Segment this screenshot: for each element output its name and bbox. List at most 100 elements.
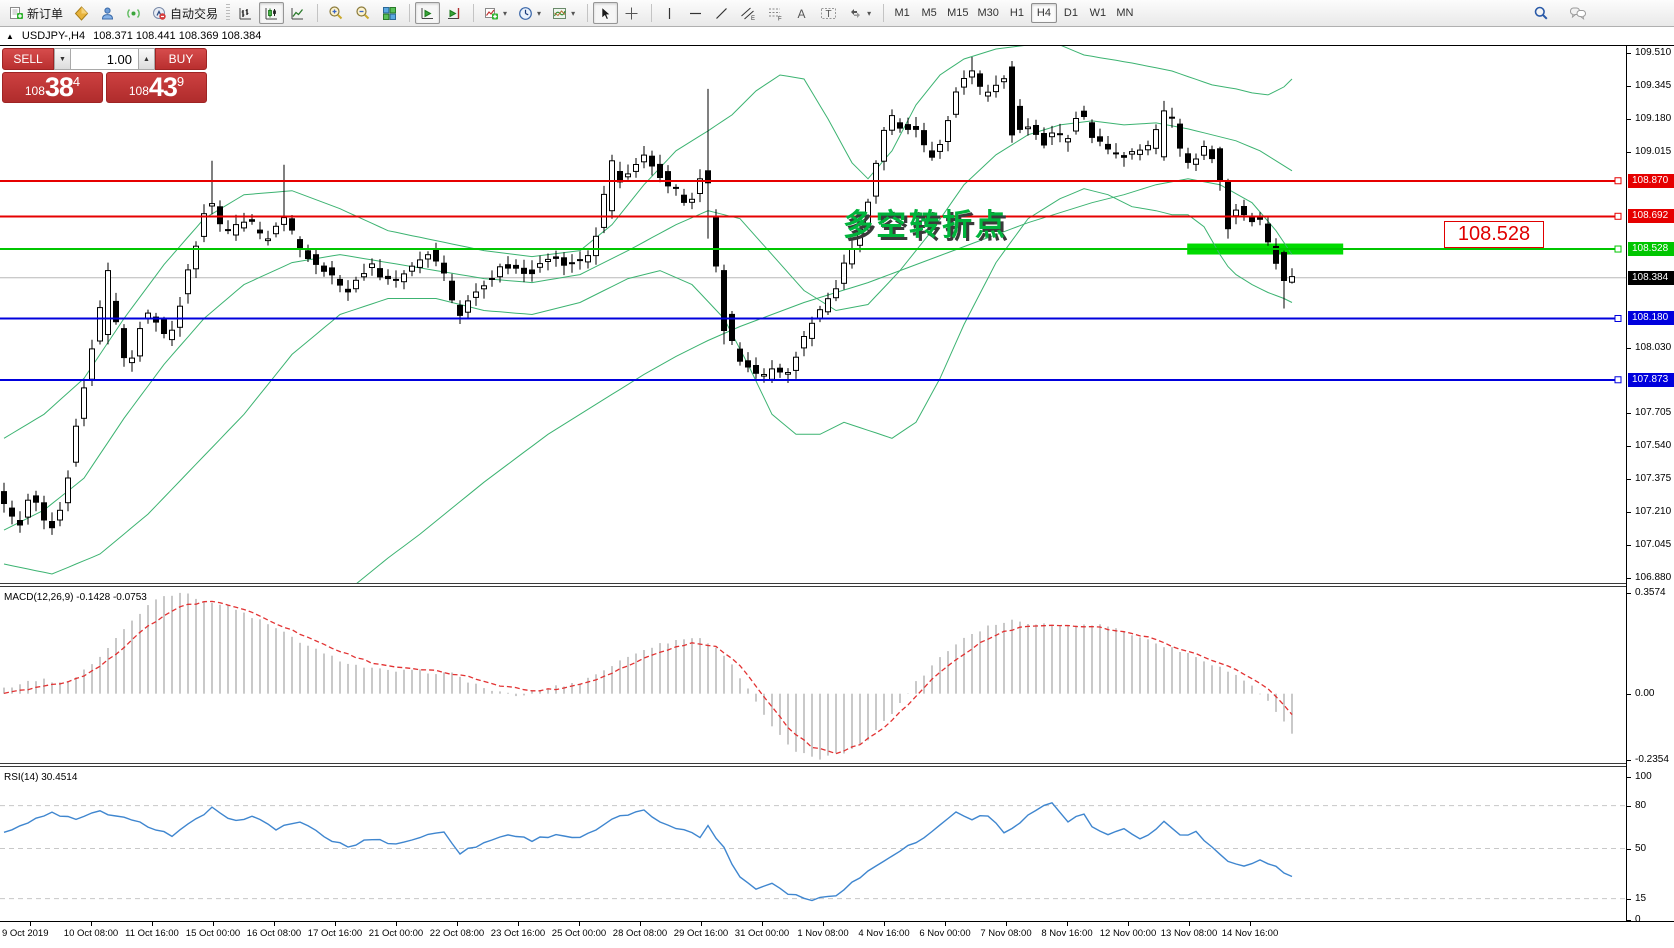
channel-button[interactable]: E: [735, 2, 761, 24]
price-axis[interactable]: 109.510 109.345 109.180 109.015 108.030 107.7…: [1626, 46, 1674, 925]
toolbar-separator: [587, 4, 589, 22]
trendline-button[interactable]: [709, 2, 734, 24]
buy-button[interactable]: BUY: [155, 48, 207, 70]
text-button[interactable]: A: [789, 2, 814, 24]
templates-button[interactable]: ▾: [547, 2, 580, 24]
time-tick: [1067, 922, 1068, 926]
gold-diamond-icon: [74, 5, 89, 21]
time-tick: [1250, 922, 1251, 926]
timeframe-D1[interactable]: D1: [1063, 7, 1078, 19]
panel-divider[interactable]: [0, 583, 1674, 587]
axis-tick: 107.375: [1627, 472, 1671, 486]
axis-tick: 80: [1627, 799, 1646, 813]
time-tick: [701, 922, 702, 926]
chart-shift-icon: [448, 7, 460, 19]
autotrading-button[interactable]: 自动交易: [147, 2, 223, 24]
timeframe-H4[interactable]: H4: [1030, 3, 1057, 23]
turning-point-annotation: 多空转折点: [843, 209, 1008, 242]
time-label: 25 Oct 00:00: [551, 928, 607, 939]
time-axis[interactable]: 9 Oct 2019 10 Oct 08:00 11 Oct 16:00 15 Oct…: [0, 921, 1674, 948]
axis-tick: 109.180: [1627, 112, 1671, 126]
buy-price-pip: 9: [176, 74, 185, 89]
timeframe-M30[interactable]: M30: [977, 7, 999, 19]
macd-canvas[interactable]: [0, 589, 1626, 763]
signals-button[interactable]: [121, 2, 146, 24]
sell-price-big: 38: [44, 72, 74, 102]
volume-increase-button[interactable]: ▲: [138, 48, 155, 70]
autotrading-label: 自动交易: [170, 6, 219, 21]
trendline-icon: [716, 7, 728, 19]
indicators-button[interactable]: ▾: [479, 2, 512, 24]
time-label: 13 Nov 08:00: [1160, 928, 1218, 939]
timeframe-M5[interactable]: M5: [921, 7, 937, 19]
line-chart-button[interactable]: [285, 2, 310, 24]
svg-text:A: A: [798, 7, 806, 21]
new-order-button[interactable]: 新订单: [4, 2, 68, 24]
time-label: 21 Oct 00:00: [368, 928, 424, 939]
timeframe-H1[interactable]: H1: [1009, 7, 1024, 19]
toolbar-separator: [317, 4, 319, 22]
candlestick-icon: [265, 7, 278, 19]
bar-chart-button[interactable]: [233, 2, 258, 24]
price-callout-label[interactable]: 108.528: [1444, 221, 1544, 248]
time-label: 22 Oct 08:00: [429, 928, 485, 939]
sell-button[interactable]: SELL: [2, 48, 54, 70]
axis-tick: 0.3574: [1627, 586, 1666, 600]
price-tag: 108.528: [1628, 242, 1674, 257]
symbol-title: USDJPY-,H4: [21, 30, 86, 42]
cursor-button[interactable]: [593, 2, 619, 24]
vertical-line-button[interactable]: [657, 2, 682, 24]
sell-price-display[interactable]: 108 38 4: [2, 72, 103, 103]
periods-button[interactable]: ▾: [513, 2, 546, 24]
tile-windows-icon: [383, 6, 397, 20]
time-tick: [945, 922, 946, 926]
buy-price-major: 108: [128, 84, 149, 98]
buy-price-big: 43: [148, 72, 178, 102]
fibonacci-button[interactable]: F: [762, 2, 788, 24]
zoom-in-icon: [329, 6, 343, 20]
time-tick: [762, 922, 763, 926]
price-tag: 108.692: [1628, 209, 1674, 224]
timeframe-W1[interactable]: W1: [1089, 7, 1107, 19]
time-label: 15 Oct 00:00: [185, 928, 241, 939]
auto-scroll-button[interactable]: [415, 2, 441, 24]
horizontal-line-button[interactable]: [683, 2, 708, 24]
timeframe-M15[interactable]: M15: [947, 7, 969, 19]
profile-button[interactable]: [95, 2, 120, 24]
time-tick: [1189, 922, 1190, 926]
arrows-button[interactable]: ▾: [843, 2, 876, 24]
zoom-out-icon: [356, 6, 370, 20]
tile-windows-button[interactable]: [377, 2, 402, 24]
time-tick: [1006, 922, 1007, 926]
volume-input[interactable]: [71, 48, 138, 70]
one-click-collapse-arrow[interactable]: ▲: [6, 31, 14, 41]
svg-text:F: F: [778, 16, 782, 21]
chat-button[interactable]: [1564, 2, 1592, 24]
volume-decrease-button[interactable]: ▼: [54, 48, 71, 70]
chart-shift-button[interactable]: [441, 2, 466, 24]
zoom-in-button[interactable]: [323, 2, 349, 24]
rsi-canvas[interactable]: [0, 769, 1626, 921]
candlestick-chart-button[interactable]: [259, 2, 285, 24]
timeframe-M1[interactable]: M1: [894, 7, 910, 19]
zoom-out-button[interactable]: [350, 2, 376, 24]
crosshair-button[interactable]: [619, 2, 644, 24]
timeframe-MN[interactable]: MN: [1116, 7, 1134, 19]
text-label-button[interactable]: T: [815, 2, 842, 24]
time-label: 11 Oct 16:00: [125, 928, 179, 939]
mql5-button[interactable]: [69, 2, 94, 24]
main-chart-canvas[interactable]: [0, 46, 1626, 583]
search-button[interactable]: [1528, 2, 1554, 24]
macd-panel: MACD(12,26,9) -0.1428 -0.0753: [0, 589, 1626, 763]
arrows-icon: [851, 8, 861, 18]
time-label: 28 Oct 08:00: [612, 928, 668, 939]
panel-divider[interactable]: [0, 763, 1674, 767]
buy-price-display[interactable]: 108 43 9: [106, 72, 207, 103]
time-label: 14 Nov 16:00: [1221, 928, 1279, 939]
time-label: 10 Oct 08:00: [63, 928, 119, 939]
time-label: 7 Nov 08:00: [980, 928, 1032, 939]
time-tick: [274, 922, 275, 926]
time-label: 6 Nov 00:00: [919, 928, 971, 939]
